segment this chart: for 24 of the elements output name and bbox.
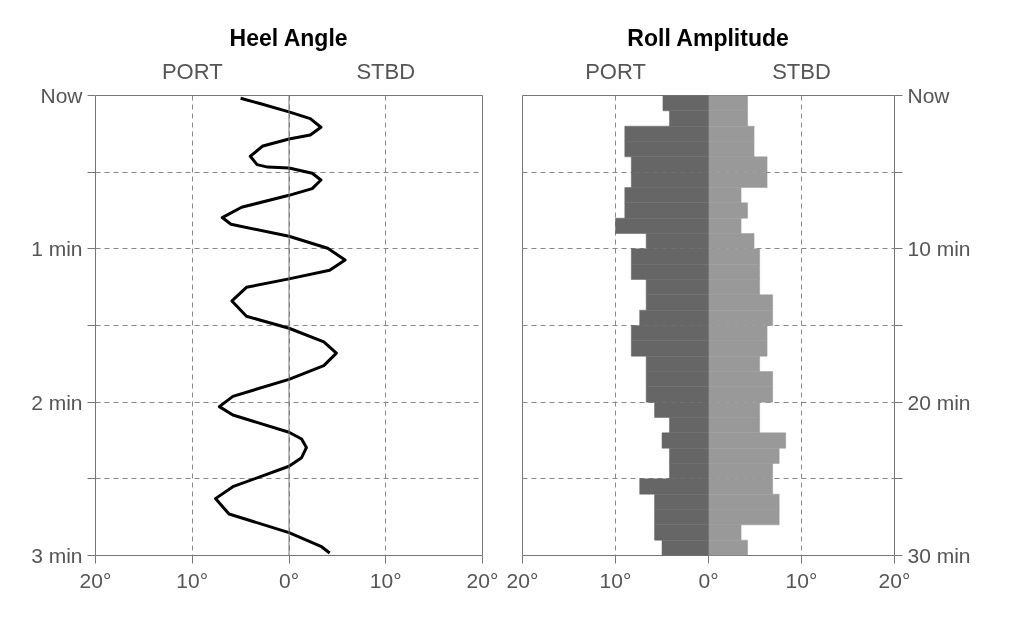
x-tick-label: 0° (278, 568, 300, 592)
text: PORT (585, 58, 646, 84)
x-tick-label: 10° (369, 568, 402, 592)
y-tick-label: Now (40, 84, 84, 107)
y-tick-label: 2 min (31, 390, 83, 414)
y-tick-label: 30 min (907, 544, 971, 567)
y-tick-label: 20 min (907, 390, 971, 414)
x-tick-label: 10° (176, 568, 209, 592)
y-tick-label: Now (907, 84, 951, 107)
x-tick-label: 20° (878, 568, 911, 592)
y-tick-label: 3 min (31, 544, 83, 567)
y-tick-label: 10 min (907, 237, 971, 261)
x-tick-label: 20° (506, 568, 539, 592)
chart-title: Roll Amplitude (627, 24, 789, 51)
y-tick-label: 1 min (31, 237, 83, 261)
chart-title: Heel Angle (229, 24, 348, 51)
text: STBD (772, 58, 831, 84)
x-tick-label: 20° (79, 568, 112, 592)
text: STBD (356, 58, 416, 84)
x-tick-label: 0° (698, 568, 719, 592)
x-tick-label: 10° (599, 568, 632, 592)
x-tick-label: 20° (466, 568, 499, 592)
x-tick-label: 10° (785, 568, 818, 592)
text: PORT (161, 58, 223, 84)
